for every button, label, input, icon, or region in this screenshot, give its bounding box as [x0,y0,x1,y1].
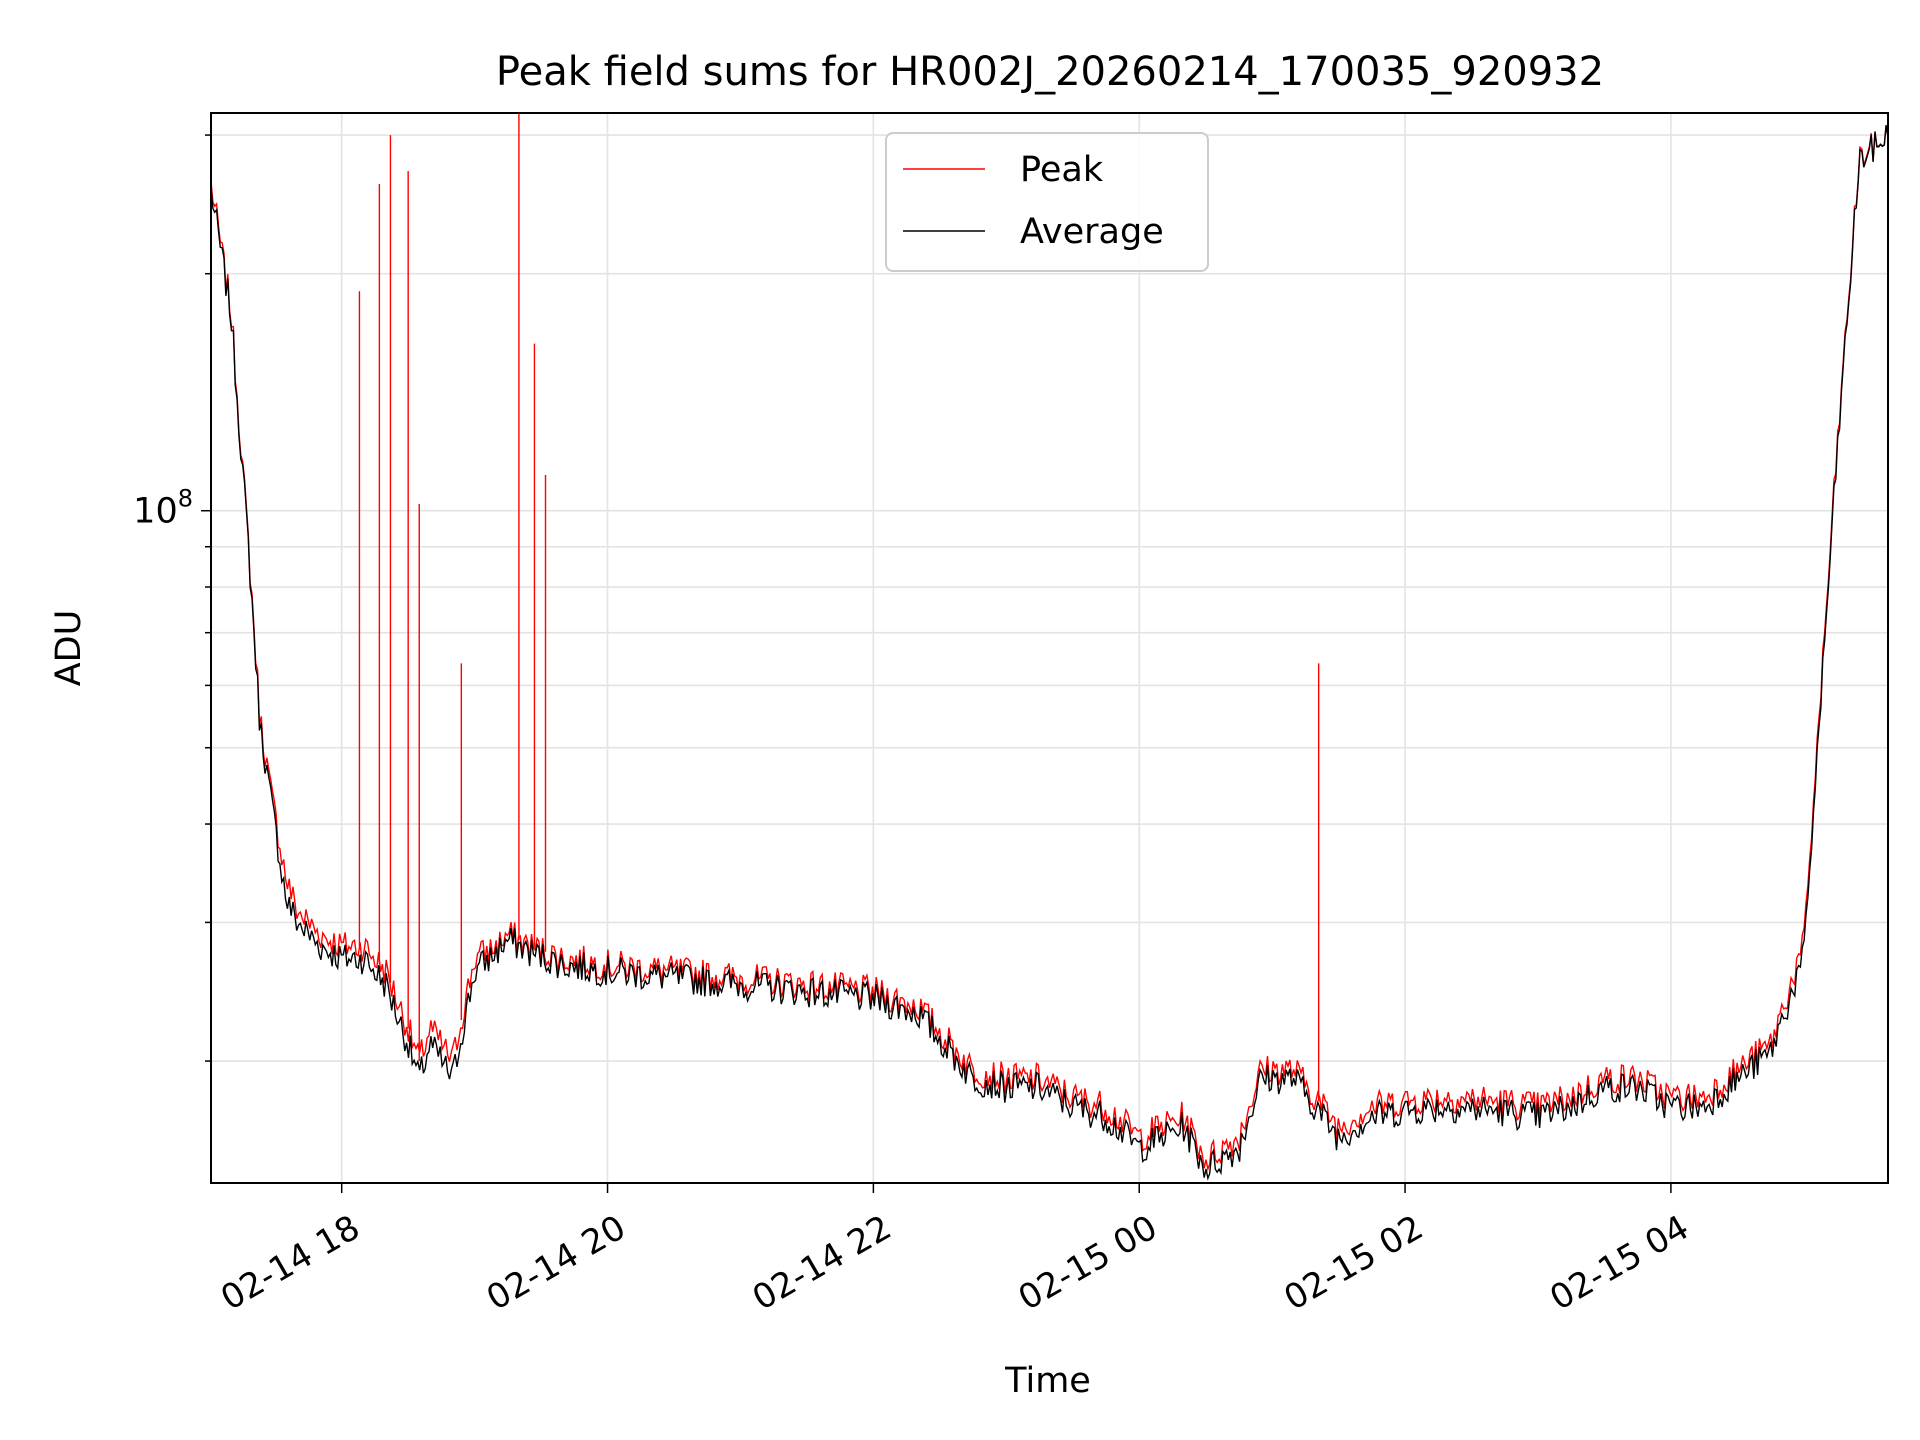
legend-label-peak: Peak [1020,150,1104,190]
chart-title: Peak field sums for HR002J_20260214_1700… [496,49,1604,95]
series-layer [211,113,1888,1181]
y-axis-ticks: 108 [133,134,211,1062]
legend-box [885,132,1209,272]
y-tick-label-exponent: 8 [178,485,193,513]
series-line-average [211,125,1888,1181]
y-tick-label-base: 10 [133,492,178,532]
series-line-peak [211,124,1888,1172]
plot-frame [210,112,1889,1184]
legend-label-average: Average [1020,212,1164,252]
y-axis-label: ADU [49,610,89,687]
x-axis-label: Time [1004,1361,1091,1401]
y-tick-label: 108 [133,485,193,532]
legend: Peak Average [885,132,1209,272]
